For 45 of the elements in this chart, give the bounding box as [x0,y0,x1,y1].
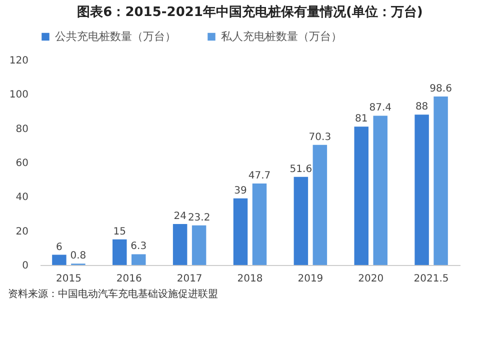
data-label: 23.2 [188,212,210,224]
bar [172,224,188,265]
bar [373,116,388,265]
data-label: 88 [415,102,428,113]
x-tick-label: 2019 [298,274,324,284]
x-tick-label: 2021.5 [414,274,449,284]
legend-label: 私人充电桩数量（万台） [221,30,342,43]
chart-title: 图表6：2015-2021年中国充电桩保有量情况(单位：万台) [77,4,423,20]
bar [112,239,127,265]
data-label: 87.4 [369,102,392,114]
bar [414,114,429,265]
x-tick-label: 2016 [116,274,142,284]
data-label: 70.3 [308,132,332,143]
y-tick-label: 120 [9,56,28,66]
bar [132,254,146,265]
bar [312,144,328,265]
y-tick-label: 80 [16,124,28,135]
x-tick-label: 2020 [358,274,384,284]
bar [192,225,206,265]
data-label: 98.6 [430,84,452,95]
y-tick-label: 60 [16,158,28,169]
data-label: 15 [113,226,126,238]
data-label: 6 [56,242,62,253]
bar [294,176,308,265]
bar [233,198,248,265]
data-label: 0.8 [70,250,86,262]
data-label: 6.3 [130,241,147,252]
data-label: 24 [174,211,186,222]
bar [354,126,368,265]
bar [52,254,66,265]
y-tick-label: 0 [22,260,28,272]
x-tick-label: 2018 [237,274,263,284]
data-label: 81 [355,114,368,125]
legend-label: 公共充电桩数量（万台） [55,30,176,43]
y-tick-label: 40 [16,192,28,204]
text: 资料来源：中国电动汽车充电基础设施促进联盟 [8,288,219,301]
bar [252,184,267,265]
y-tick-label: 20 [16,226,28,238]
data-label: 47.7 [248,170,271,182]
data-label: 51.6 [290,164,312,175]
x-tick-label: 2017 [176,274,202,284]
x-tick-label: 2015 [56,274,82,284]
data-label: 39 [234,185,247,196]
bar [434,96,448,265]
y-tick-label: 100 [9,90,28,101]
